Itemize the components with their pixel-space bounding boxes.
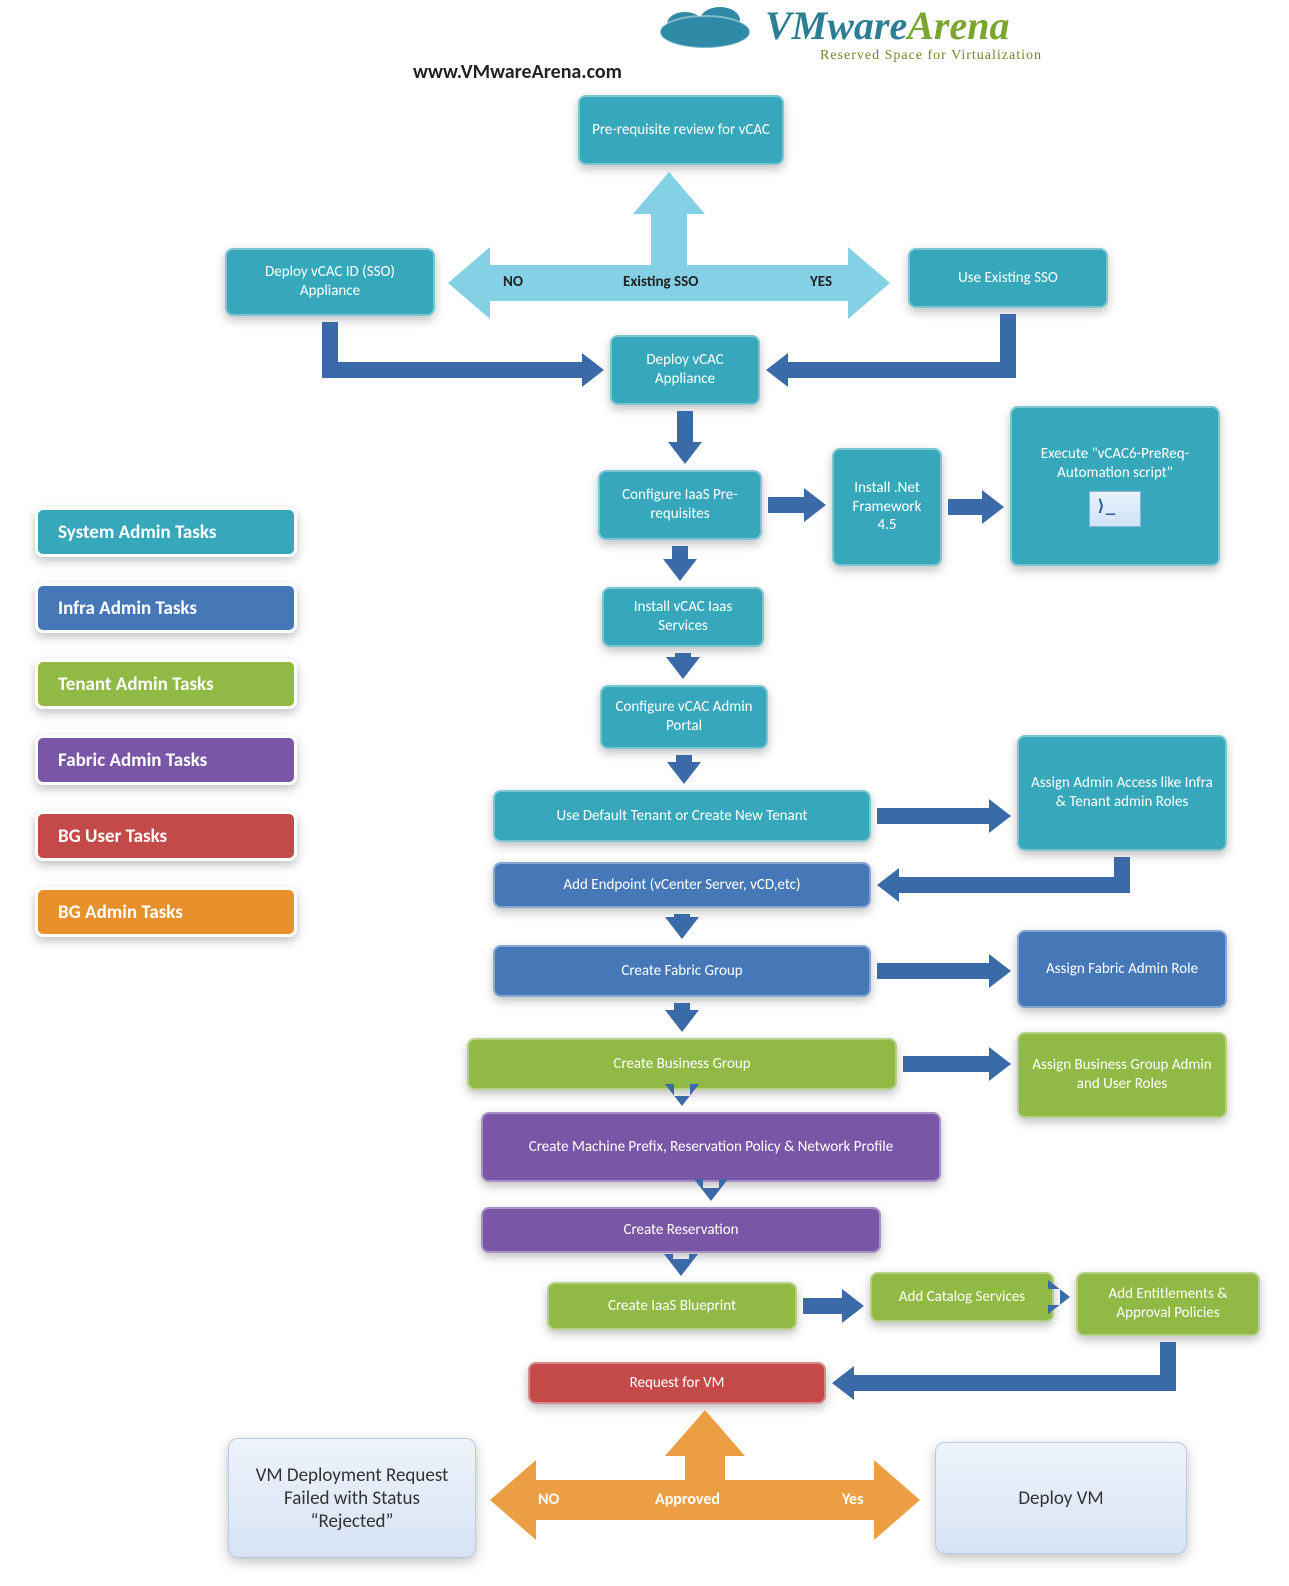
node-tenant: Use Default Tenant or Create New Tenant (493, 790, 871, 842)
node-machine: Create Machine Prefix, Reservation Polic… (481, 1112, 941, 1182)
brand-word-2: Arena (907, 3, 1009, 48)
node-script: Execute "vCAC6-PreReq-Automation script" (1010, 406, 1220, 566)
legend-fabric: Fabric Admin Tasks (35, 735, 297, 785)
node-confPortal: Configure vCAC Admin Portal (600, 685, 768, 749)
decision-sso-no: NO (503, 273, 523, 291)
node-deployApp: Deploy vCAC Appliance (610, 335, 760, 405)
legend-bgUser: BG User Tasks (35, 811, 297, 861)
brand-tagline: Reserved Space for Virtualization (820, 48, 1042, 64)
result-deploy-vm: Deploy VM (935, 1442, 1187, 1554)
node-assignBiz: Assign Business Group Admin and User Rol… (1017, 1032, 1227, 1118)
brand-logo: VMwareArena Reserved Space for Virtualiz… (650, 2, 1190, 72)
node-useSSO: Use Existing SSO (908, 248, 1108, 308)
result-rejected: VM Deployment Request Failed with Status… (228, 1438, 476, 1558)
node-request: Request for VM (528, 1362, 826, 1404)
cloud-icon (650, 2, 760, 52)
node-reserv: Create Reservation (481, 1207, 881, 1253)
node-confIaas: Configure IaaS Pre-requisites (598, 470, 762, 540)
node-deploySSO: Deploy vCAC ID (SSO) Appliance (225, 248, 435, 316)
node-entitle: Add Entitlements & Approval Policies (1076, 1272, 1260, 1336)
node-blueprint: Create IaaS Blueprint (547, 1282, 797, 1330)
node-catalog: Add Catalog Services (870, 1272, 1054, 1322)
legend-infra: Infra Admin Tasks (35, 583, 297, 633)
decision-sso-yes: YES (810, 273, 832, 291)
decision-sso-label: Existing SSO (623, 273, 698, 291)
node-bizGrp: Create Business Group (467, 1038, 897, 1090)
node-fabricGrp: Create Fabric Group (493, 945, 871, 997)
flowchart-stage: www.VMwareArena.com VMwareArena Reserved… (0, 0, 1289, 1586)
brand-word-1: VMware (765, 3, 907, 48)
node-assignFab: Assign Fabric Admin Role (1017, 930, 1227, 1008)
decision-approved-no: NO (538, 1490, 559, 1509)
node-installIaas: Install vCAC Iaas Services (602, 587, 764, 647)
node-endpoint: Add Endpoint (vCenter Server, vCD,etc) (493, 862, 871, 908)
legend-tenant: Tenant Admin Tasks (35, 659, 297, 709)
decision-approved-label: Approved (655, 1490, 720, 1509)
legend-bgAdmin: BG Admin Tasks (35, 887, 297, 937)
node-dotnet: Install .Net Framework 4.5 (832, 448, 942, 566)
node-assignAdmin: Assign Admin Access like Infra & Tenant … (1017, 735, 1227, 851)
decision-approved-yes: Yes (842, 1490, 863, 1509)
powershell-icon (1089, 491, 1141, 527)
site-url: www.VMwareArena.com (413, 60, 622, 84)
node-prereq: Pre-requisite review for vCAC (578, 95, 784, 165)
legend-system: System Admin Tasks (35, 507, 297, 557)
